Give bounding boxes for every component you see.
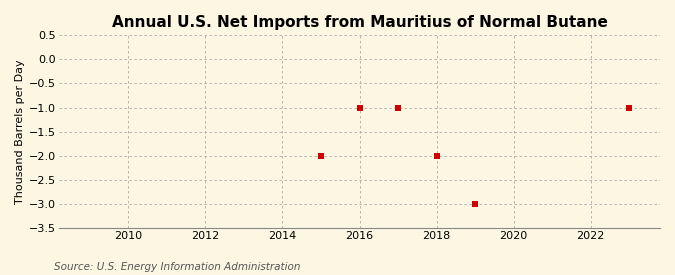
Text: Source: U.S. Energy Information Administration: Source: U.S. Energy Information Administ… — [54, 262, 300, 272]
Point — [46, 57, 57, 62]
Point — [354, 105, 365, 110]
Point — [431, 153, 442, 158]
Point — [624, 105, 634, 110]
Point — [470, 202, 481, 206]
Title: Annual U.S. Net Imports from Mauritius of Normal Butane: Annual U.S. Net Imports from Mauritius o… — [111, 15, 608, 30]
Point — [316, 153, 327, 158]
Y-axis label: Thousand Barrels per Day: Thousand Barrels per Day — [15, 59, 25, 204]
Point — [393, 105, 404, 110]
